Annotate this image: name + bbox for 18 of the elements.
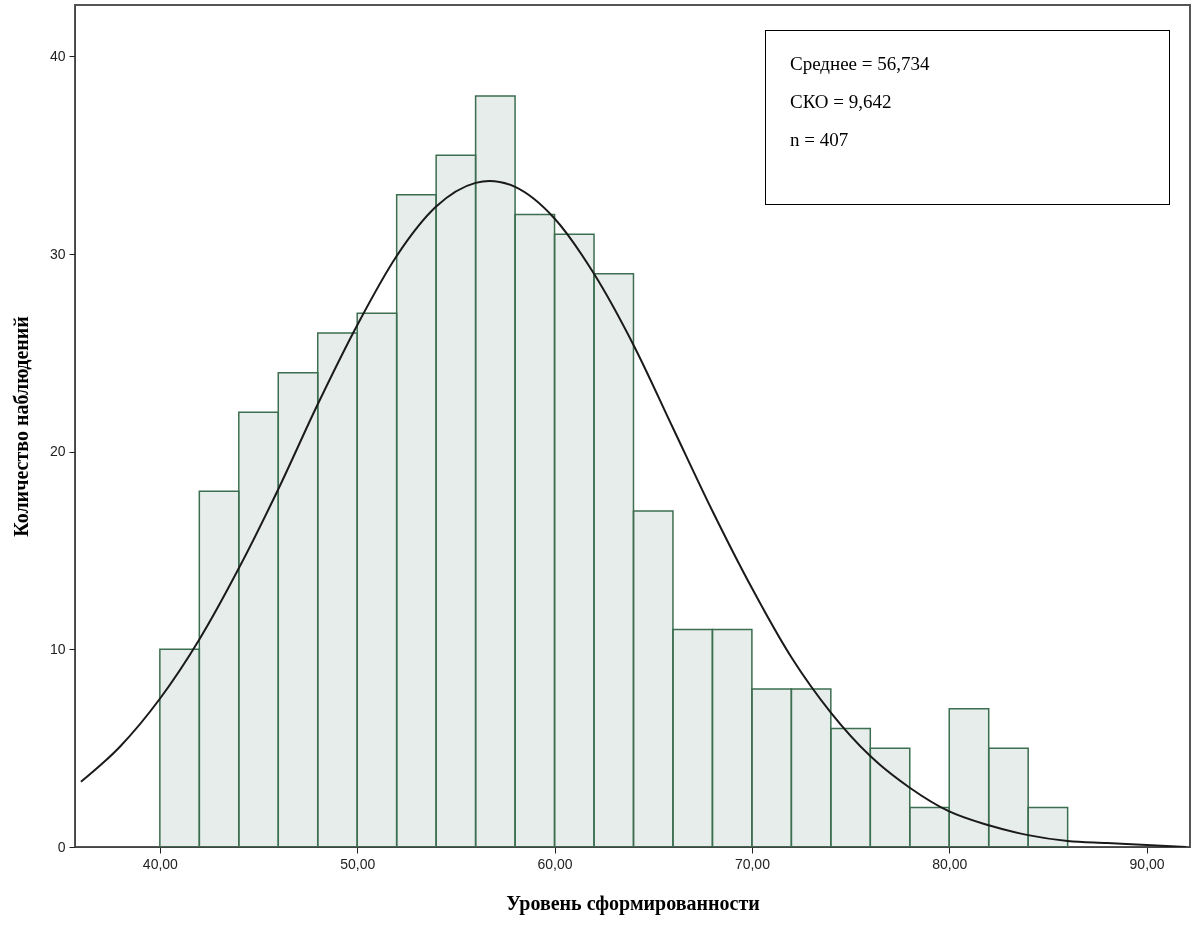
y-tick-label: 10 [49,640,66,657]
x-tick-label: 80,00 [932,855,968,872]
x-tick-label: 70,00 [734,855,771,872]
y-tick-label: 40 [49,47,66,64]
y-tick-label: 30 [49,245,66,262]
annotation: Среднее = 56,734 [790,52,931,76]
line-series [79,179,1188,847]
x-tick-label: 60,00 [537,855,573,872]
x-axis-title: Уровень сформированности [506,891,760,915]
y-tick-label: 0 [57,838,66,855]
annotation: СКО = 9,642 [790,90,893,114]
annotation: n = 407 [790,128,850,152]
info-box: Среднее = 56,734 СКО = 9,642 n = 407 [765,30,1170,205]
x-tick-label: 90,00 [1129,855,1165,872]
y-axis-title: Количество наблюдений [9,316,32,537]
x-tick-label: 40,00 [142,855,179,872]
x-tick-label: 50,00 [340,855,376,872]
y-tick-label: 20 [49,443,66,460]
